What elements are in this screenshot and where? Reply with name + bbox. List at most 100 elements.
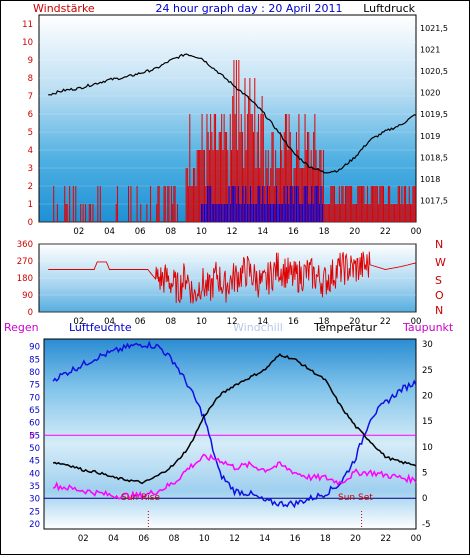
direction-x-tick-label: 06 xyxy=(135,317,146,327)
wind-x-tick-label: 00 xyxy=(411,227,422,237)
wind-pressure-chart: 012345678910111017,510181018,510191019,5… xyxy=(22,20,448,237)
rain-reference-label: 0 xyxy=(30,431,35,441)
pressure-y-tick-label: 1018,5 xyxy=(420,153,448,162)
wind-y-tick-label: 5 xyxy=(28,128,33,138)
page-title: 24 hour graph day : 20 April 2011 xyxy=(156,2,343,15)
temp-x-tick-label: 10 xyxy=(199,534,210,544)
wind-x-tick-label: 16 xyxy=(288,227,299,237)
wind-x-tick-label: 14 xyxy=(257,227,268,237)
pressure-y-tick-label: 1021 xyxy=(420,46,440,55)
luftdruck-label: Luftdruck xyxy=(363,2,415,15)
humidity-y-tick-label: 30 xyxy=(29,495,40,505)
direction-x-tick-label: 10 xyxy=(196,317,207,327)
direction-x-tick-label: 14 xyxy=(257,317,268,327)
pressure-y-tick-label: 1017,5 xyxy=(420,196,448,205)
compass-o: O xyxy=(435,289,444,302)
regen-label: Regen xyxy=(4,321,39,334)
humidity-y-tick-label: 60 xyxy=(29,419,40,429)
humidity-y-tick-label: 35 xyxy=(29,482,40,492)
wind-y-tick-label: 9 xyxy=(28,56,33,66)
temperature-y-tick-label: 30 xyxy=(422,340,433,350)
wind-x-tick-label: 08 xyxy=(165,227,176,237)
wind-y-tick-label: 6 xyxy=(28,110,33,120)
humidity-y-tick-label: 25 xyxy=(29,507,40,517)
temp-humidity-plot-area xyxy=(43,338,417,530)
direction-x-tick-label: 22 xyxy=(380,317,391,327)
temp-x-tick-label: 20 xyxy=(350,534,361,544)
wind-x-tick-label: 04 xyxy=(104,227,115,237)
temp-x-tick-label: 08 xyxy=(169,534,180,544)
temperature-y-tick-label: -5 xyxy=(422,520,430,530)
direction-y-tick-label: 360 xyxy=(17,240,33,250)
temp-x-tick-label: 00 xyxy=(411,534,422,544)
wind-x-tick-label: 22 xyxy=(380,227,391,237)
temperature-y-tick-label: 20 xyxy=(422,391,433,401)
temp-x-tick-label: 06 xyxy=(138,534,149,544)
sunset-label: Sun Set xyxy=(338,493,373,503)
temp-humidity-chart: 20 25 30 35 40 45 50 55 60 65 70 75 80 85 90 -5 0 5 10 15 20… xyxy=(29,340,433,544)
wind-x-tick-label: 18 xyxy=(319,227,330,237)
wind-direction-chart: 0 90 180 270 360 02 04 06 08 10 12 14 16 18 20 22 00 xyxy=(17,240,422,327)
pressure-y-tick-label: 1019 xyxy=(420,132,440,141)
windstaerke-label: Windstärke xyxy=(33,2,95,15)
humidity-line xyxy=(52,340,417,509)
temperature-y-tick-label: 0 xyxy=(422,494,427,504)
temp-x-tick-label: 02 xyxy=(78,534,89,544)
wind-y-tick-label: 11 xyxy=(22,20,33,30)
humidity-y-tick-label: 85 xyxy=(29,355,40,365)
temp-x-tick-label: 22 xyxy=(380,534,391,544)
sunrise-label: Sun Rise xyxy=(121,493,160,503)
temperature-line xyxy=(52,353,417,485)
windchill-label: Windchill xyxy=(233,321,283,334)
humidity-y-tick-label: 90 xyxy=(29,343,40,353)
temperatur-label: Temperatur xyxy=(313,321,378,334)
temperature-y-tick-label: 15 xyxy=(422,417,433,427)
luftfeuchte-label: Luftfeuchte xyxy=(69,321,132,334)
taupunkt-label: Taupunkt xyxy=(402,321,454,334)
wind-x-tick-label: 20 xyxy=(349,227,360,237)
wind-direction-line xyxy=(48,251,417,304)
wind-x-tick-label: 10 xyxy=(196,227,207,237)
temp-x-tick-label: 14 xyxy=(259,534,270,544)
temp-x-tick-label: 04 xyxy=(108,534,119,544)
wind-y-tick-label: 7 xyxy=(28,92,33,102)
temp-x-tick-label: 16 xyxy=(290,534,301,544)
wind-y-tick-label: 8 xyxy=(28,74,33,84)
direction-x-tick-label: 20 xyxy=(349,317,360,327)
wind-y-tick-label: 4 xyxy=(28,146,33,156)
wind-direction-compass: N W S O N xyxy=(435,238,446,317)
temp-x-tick-label: 12 xyxy=(229,534,240,544)
pressure-line xyxy=(48,53,417,174)
pressure-y-tick-label: 1019,5 xyxy=(420,110,448,119)
humidity-y-tick-label: 55 xyxy=(29,431,40,441)
wind-y-tick-label: 2 xyxy=(28,182,33,192)
pressure-y-tick-label: 1021,5 xyxy=(420,24,448,33)
wind-x-tick-label: 06 xyxy=(135,227,146,237)
direction-y-tick-label: 180 xyxy=(17,274,33,284)
pressure-y-tick-label: 1020 xyxy=(420,89,440,98)
temperature-y-tick-label: 5 xyxy=(422,469,427,479)
direction-x-tick-label: 18 xyxy=(319,317,330,327)
humidity-y-tick-label: 45 xyxy=(29,457,40,467)
wind-x-tick-label: 02 xyxy=(73,227,84,237)
humidity-y-tick-label: 80 xyxy=(29,368,40,378)
direction-x-tick-label: 08 xyxy=(165,317,176,327)
wind-y-tick-label: 10 xyxy=(22,38,33,48)
pressure-y-tick-label: 1020,5 xyxy=(420,67,448,76)
temperature-y-tick-label: 10 xyxy=(422,443,433,453)
direction-x-tick-label: 16 xyxy=(288,317,299,327)
humidity-y-tick-label: 50 xyxy=(29,444,40,454)
humidity-y-tick-label: 70 xyxy=(29,393,40,403)
direction-x-tick-label: 12 xyxy=(227,317,238,327)
compass-s: S xyxy=(435,274,442,287)
temperature-y-tick-label: 25 xyxy=(422,366,433,376)
direction-x-tick-label: 02 xyxy=(73,317,84,327)
direction-y-tick-label: 90 xyxy=(22,291,33,301)
wind-x-tick-label: 12 xyxy=(227,227,238,237)
temp-x-tick-label: 18 xyxy=(320,534,331,544)
humidity-y-tick-label: 75 xyxy=(29,381,40,391)
wind-y-tick-label: 1 xyxy=(28,200,33,210)
humidity-y-tick-label: 20 xyxy=(29,520,40,530)
compass-n-bottom: N xyxy=(435,304,443,317)
